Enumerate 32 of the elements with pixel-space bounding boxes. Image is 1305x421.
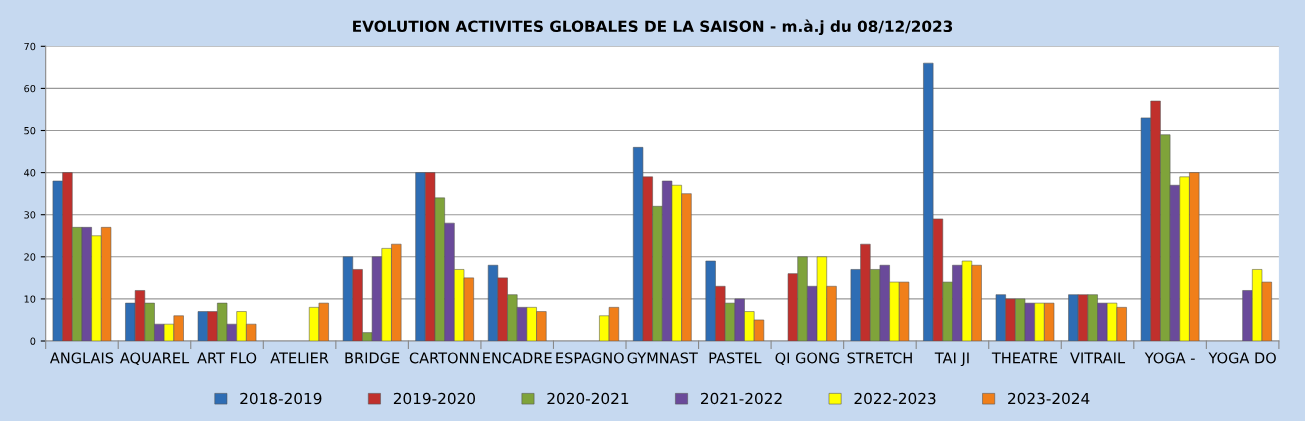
x-tick-label: AQUAREL	[119, 352, 190, 366]
legend-label: 2022-2023	[854, 392, 936, 405]
y-tick-label: 50	[24, 126, 36, 135]
legend-label: 2023-2024	[1008, 392, 1090, 405]
x-tick-label: GYMNAST	[627, 352, 698, 364]
legend-label: 2019-2020	[393, 392, 476, 405]
x-tick-label: ESPAGNO	[556, 352, 624, 364]
y-tick-label: 70	[24, 42, 36, 51]
y-tick-label: 40	[24, 169, 36, 177]
chart-title: EVOLUTION ACTIVITES GLOBALES DE LA SAISON - m.à.j du 08/12/2023	[353, 19, 953, 36]
x-tick-label: THEATRE	[991, 352, 1058, 364]
x-tick-label: YOGA -	[1144, 352, 1195, 364]
x-tick-label: TAI JI	[934, 352, 969, 367]
x-tick-label: VITRAIL	[1070, 352, 1126, 364]
x-tick-label: ANGLAIS	[49, 352, 114, 364]
x-tick-label: YOGA DO	[1208, 352, 1276, 364]
x-tick-label: ENCADRE	[483, 352, 552, 364]
x-tick-label: ATELIER	[270, 352, 329, 364]
y-tick-label: 30	[24, 211, 36, 219]
legend-label: 2018-2019	[240, 392, 322, 405]
x-tick-label: CARTONN	[409, 352, 479, 364]
y-tick-label: 10	[24, 295, 36, 303]
y-tick-label: 20	[24, 253, 36, 261]
y-tick-label: 0	[30, 337, 36, 345]
x-tick-label: ART FLO	[197, 352, 257, 364]
legend-label: 2021-2022	[700, 392, 782, 405]
x-tick-label: STRETCH	[847, 352, 912, 364]
legend-label: 2020-2021	[547, 392, 629, 405]
x-tick-label: QI GONG	[775, 352, 839, 366]
x-tick-label: PASTEL	[709, 352, 762, 364]
y-tick-label: 60	[24, 84, 36, 93]
x-tick-label: BRIDGE	[345, 352, 400, 364]
